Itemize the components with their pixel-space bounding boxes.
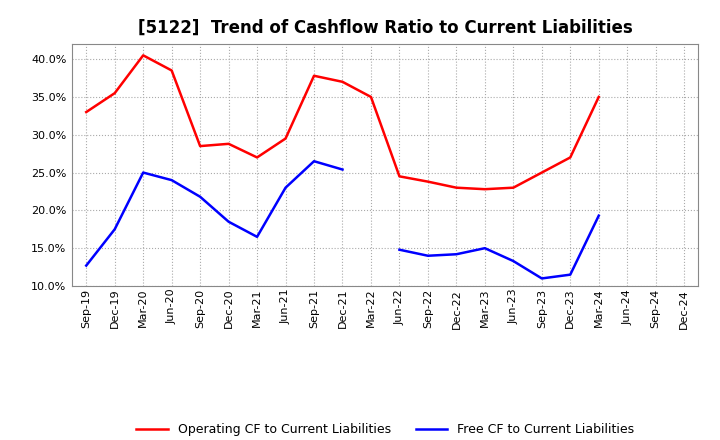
Free CF to Current Liabilities	[110, 227, 119, 232]
Operating CF to Current Liabilities	[82, 110, 91, 115]
Operating CF to Current Liabilities	[167, 68, 176, 73]
Operating CF to Current Liabilities	[282, 136, 290, 141]
Operating CF to Current Liabilities	[395, 174, 404, 179]
Free CF to Current Liabilities	[338, 167, 347, 172]
Line: Operating CF to Current Liabilities: Operating CF to Current Liabilities	[86, 55, 599, 189]
Operating CF to Current Liabilities	[480, 187, 489, 192]
Operating CF to Current Liabilities	[253, 155, 261, 160]
Operating CF to Current Liabilities	[366, 94, 375, 99]
Free CF to Current Liabilities	[282, 185, 290, 191]
Operating CF to Current Liabilities	[509, 185, 518, 191]
Operating CF to Current Liabilities	[566, 155, 575, 160]
Free CF to Current Liabilities	[196, 194, 204, 199]
Free CF to Current Liabilities	[82, 263, 91, 268]
Operating CF to Current Liabilities	[110, 91, 119, 96]
Operating CF to Current Liabilities	[452, 185, 461, 191]
Legend: Operating CF to Current Liabilities, Free CF to Current Liabilities: Operating CF to Current Liabilities, Fre…	[131, 418, 639, 440]
Operating CF to Current Liabilities	[310, 73, 318, 78]
Free CF to Current Liabilities	[225, 219, 233, 224]
Title: [5122]  Trend of Cashflow Ratio to Current Liabilities: [5122] Trend of Cashflow Ratio to Curren…	[138, 19, 633, 37]
Operating CF to Current Liabilities	[423, 179, 432, 184]
Operating CF to Current Liabilities	[139, 53, 148, 58]
Operating CF to Current Liabilities	[196, 143, 204, 149]
Operating CF to Current Liabilities	[537, 170, 546, 175]
Operating CF to Current Liabilities	[338, 79, 347, 84]
Operating CF to Current Liabilities	[225, 141, 233, 147]
Free CF to Current Liabilities	[139, 170, 148, 175]
Line: Free CF to Current Liabilities: Free CF to Current Liabilities	[86, 161, 343, 266]
Operating CF to Current Liabilities	[595, 94, 603, 99]
Free CF to Current Liabilities	[310, 158, 318, 164]
Free CF to Current Liabilities	[167, 177, 176, 183]
Free CF to Current Liabilities	[253, 234, 261, 239]
